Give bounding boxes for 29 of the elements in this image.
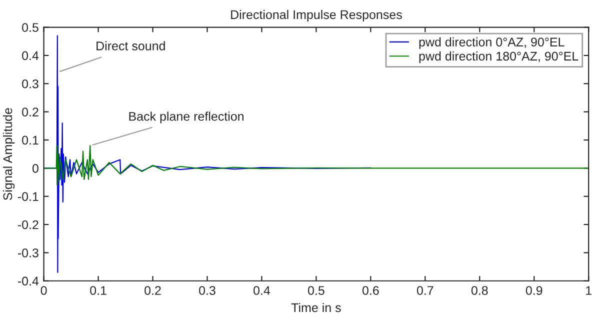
x-tick-label: 0.8 bbox=[471, 286, 488, 295]
x-tick-label: 0.7 bbox=[416, 286, 434, 295]
y-tick-label: -0.3 bbox=[18, 248, 38, 258]
x-axis-title: Time in s bbox=[291, 302, 341, 312]
legend-label: pwd direction 180°AZ, 90°EL bbox=[419, 51, 578, 64]
legend-label: pwd direction 0°AZ, 90°EL bbox=[419, 37, 564, 49]
x-tick-label: 0.5 bbox=[308, 286, 324, 295]
y-tick-label: 0.2 bbox=[22, 108, 38, 116]
x-tick-label: 0.9 bbox=[526, 286, 542, 295]
y-tick-label: -0.1 bbox=[18, 192, 38, 201]
y-tick-label: 0.5 bbox=[22, 23, 38, 32]
chart-title: Directional Impulse Responses bbox=[231, 10, 402, 22]
x-tick-label: 0.2 bbox=[144, 286, 161, 295]
y-tick-label: 0.3 bbox=[22, 79, 38, 88]
x-tick-label: 0.4 bbox=[254, 286, 270, 295]
y-tick-label: -0.2 bbox=[18, 220, 38, 230]
y-axis-title: Signal Amplitude bbox=[2, 108, 15, 200]
y-tick-label: -0.4 bbox=[18, 276, 39, 286]
x-tick-label: 0.1 bbox=[90, 286, 106, 295]
y-tick-label: 0.1 bbox=[22, 136, 38, 145]
x-tick-label: 0 bbox=[40, 286, 47, 295]
annotation: Direct sound bbox=[96, 41, 165, 50]
x-tick-label: 0.3 bbox=[199, 286, 216, 295]
y-tick-label: 0 bbox=[32, 164, 38, 173]
y-tick-label: 0.4 bbox=[22, 51, 39, 60]
x-tick-label: 0.6 bbox=[362, 286, 379, 295]
x-tick-label: 1 bbox=[586, 286, 592, 295]
line-series bbox=[44, 145, 589, 186]
annotation: Back plane reflection bbox=[129, 112, 244, 124]
